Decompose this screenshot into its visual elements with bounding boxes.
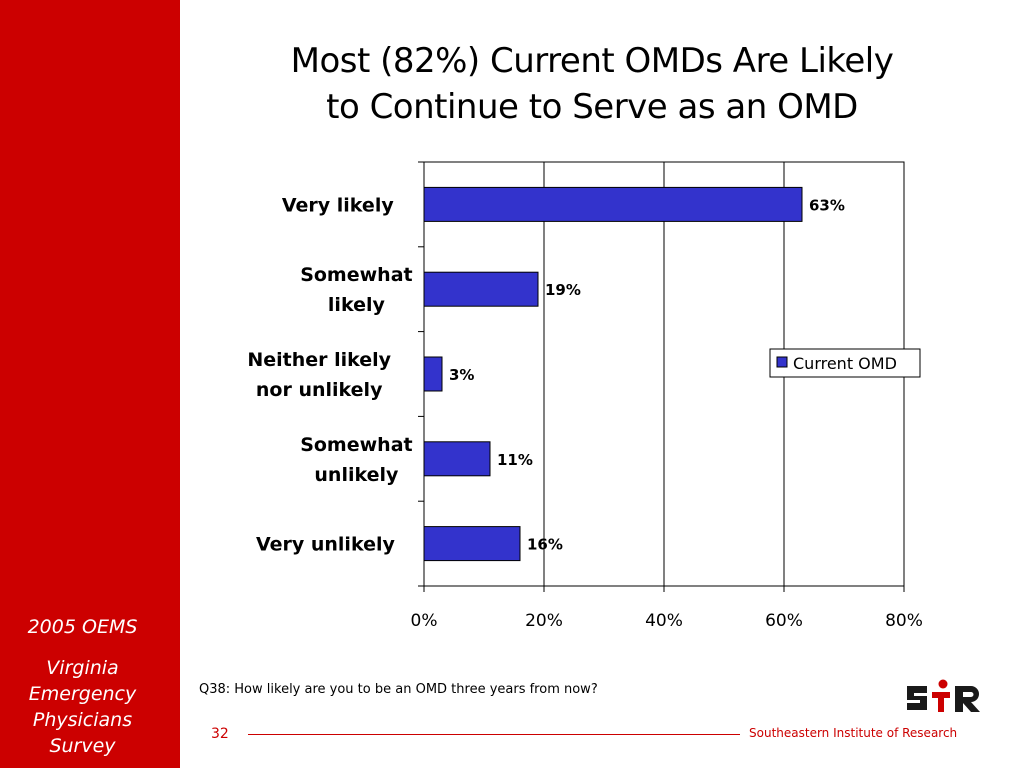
x-tick-label: 20%: [525, 611, 563, 631]
category-label-line: Very likely: [282, 194, 394, 216]
slide-title-line: Most (82%) Current OMDs Are Likely: [290, 41, 894, 81]
sidebar-subtitle-line: Physicians: [32, 709, 133, 731]
sidebar-subtitle: Virginia Emergency Physicians Survey: [0, 655, 165, 759]
data-label: 3%: [449, 366, 474, 384]
question-footnote: Q38: How likely are you to be an OMD thr…: [199, 682, 598, 697]
category-label-line: likely: [328, 294, 386, 316]
category-label: Neither likely nor unlikely: [247, 349, 391, 401]
sidebar: 2005 OEMS Virginia Emergency Physicians …: [0, 0, 180, 768]
data-label: 11%: [497, 451, 533, 469]
sidebar-subtitle-line: Virginia: [46, 657, 119, 679]
category-label-line: Somewhat: [300, 434, 412, 456]
legend-swatch: [776, 356, 788, 368]
category-label-line: Very unlikely: [256, 534, 396, 556]
category-label: Somewhat unlikely: [300, 434, 412, 486]
category-label: Very unlikely: [256, 534, 396, 556]
data-label: 16%: [527, 536, 563, 554]
legend-box: [769, 348, 921, 378]
sidebar-subtitle-line: Survey: [49, 735, 116, 757]
x-tick-label: 0%: [411, 611, 438, 631]
x-tick-label: 60%: [765, 611, 803, 631]
data-label: 63%: [809, 196, 845, 214]
footer-divider: [248, 734, 740, 735]
category-label-line: Neither likely: [247, 349, 391, 371]
data-label: 19%: [545, 281, 581, 299]
category-label-line: nor unlikely: [256, 379, 383, 401]
x-tick-label: 80%: [885, 611, 923, 631]
slide-title-line: to Continue to Serve as an OMD: [326, 87, 858, 127]
slide-title: Most (82%) Current OMDs Are Likely to Co…: [200, 38, 984, 130]
organization-name: Southeastern Institute of Research: [749, 726, 958, 740]
legend-label: Current OMD: [793, 354, 897, 373]
bar: [423, 271, 539, 307]
sidebar-title: 2005 OEMS: [27, 616, 138, 638]
sidebar-subtitle-line: Emergency: [28, 683, 137, 705]
category-label: Very likely: [282, 194, 394, 216]
bar: [423, 356, 443, 392]
category-label: Somewhat likely: [300, 264, 412, 316]
x-tick-label: 40%: [645, 611, 683, 631]
page-number: 32: [211, 726, 229, 742]
bar: [423, 441, 491, 477]
sir-logo: [907, 679, 980, 712]
bar: [423, 186, 803, 222]
bar: [423, 526, 521, 562]
category-label-line: Somewhat: [300, 264, 412, 286]
category-label-line: unlikely: [314, 464, 399, 486]
